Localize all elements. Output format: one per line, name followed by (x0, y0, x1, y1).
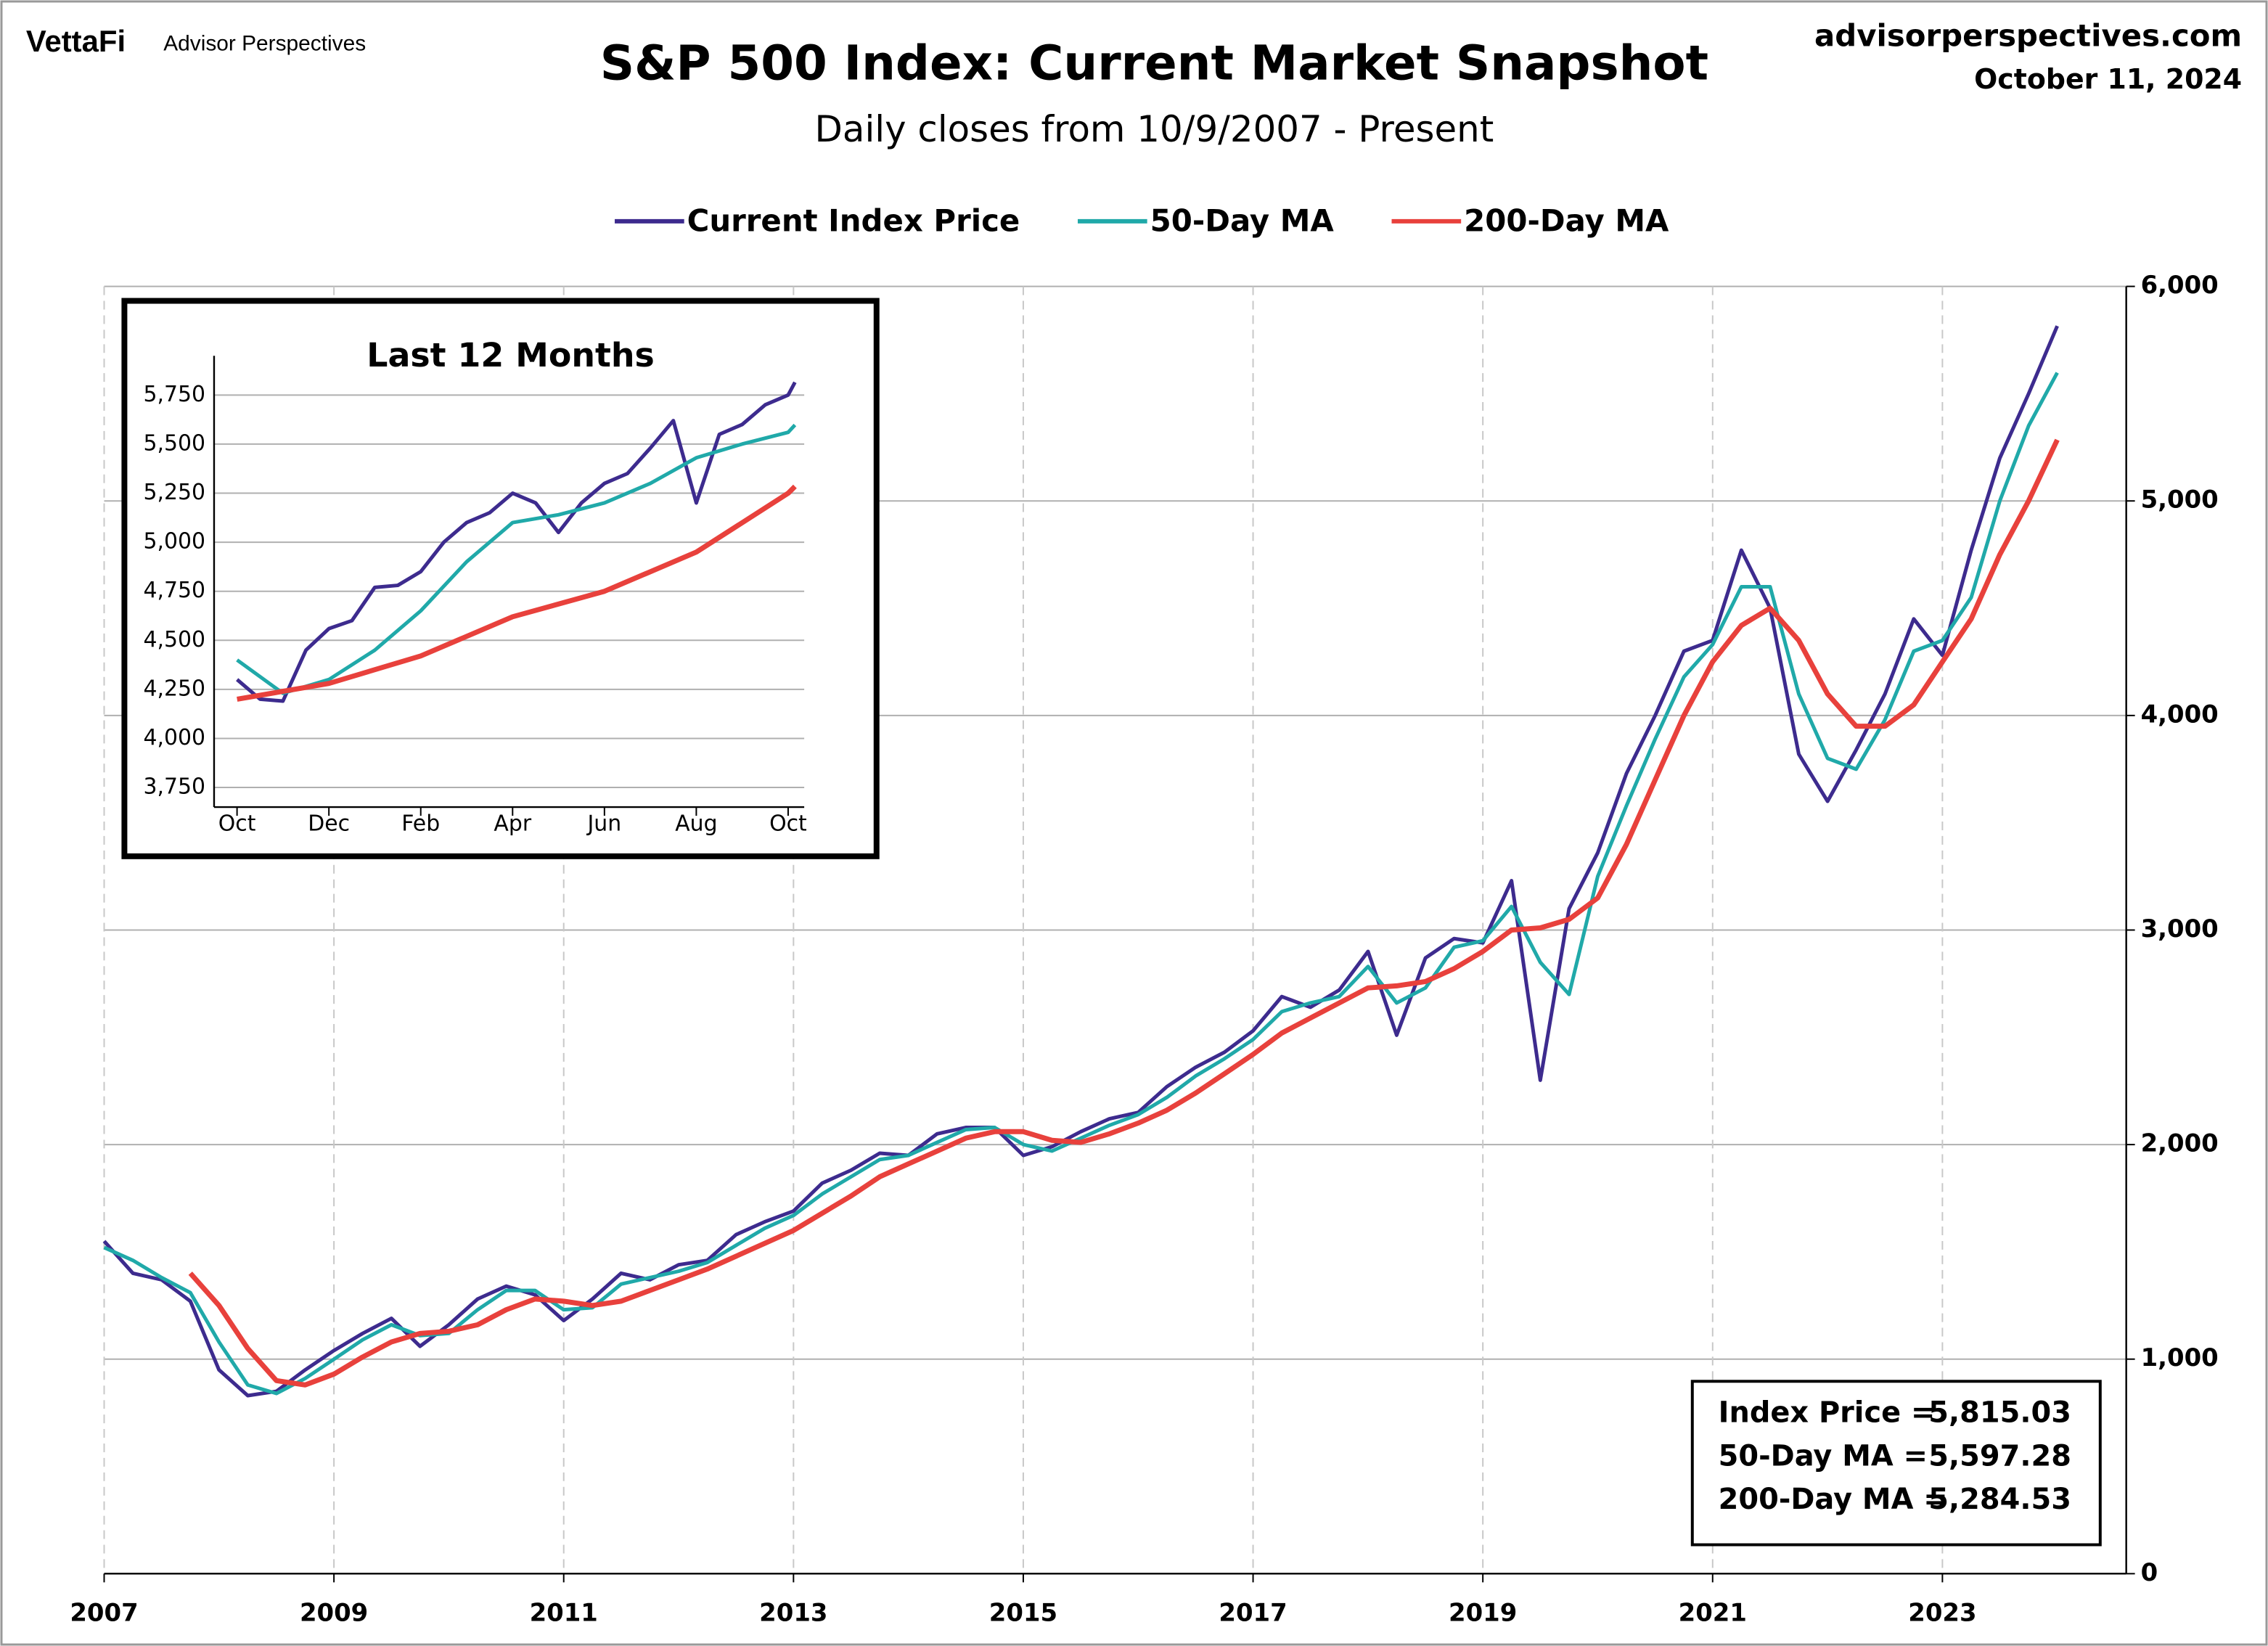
summary-value: 5,815.03 (1928, 1396, 2071, 1430)
x-tick-label: 2007 (70, 1599, 138, 1627)
legend-label: 200-Day MA (1464, 202, 1669, 238)
y-tick-label: 5,500 (143, 430, 205, 456)
y-tick-label: 4,750 (143, 578, 205, 603)
inset-frame (121, 298, 880, 859)
site: advisorperspectives.com (1814, 17, 2242, 53)
inset-title: Last 12 Months (367, 335, 655, 374)
y-tick-label: 1,000 (2141, 1343, 2219, 1372)
series-line (237, 484, 797, 702)
main-plot: 0 1,000 2,000 3,000 4,000 5,000 6,000 2007 2009 2… (70, 271, 2218, 1627)
publisher: Advisor Perspectives (163, 32, 366, 56)
x-tick-label: Jun (586, 811, 621, 836)
legend: Current Index Price 50-Day MA 200-Day MA (615, 202, 1669, 238)
y-tick-label: 4,000 (2141, 700, 2219, 728)
x-tick-label: Dec (308, 811, 350, 836)
x-tick-label: 2017 (1219, 1599, 1287, 1627)
y-tick-label: 4,000 (143, 725, 205, 750)
y-tick-label: 0 (2141, 1558, 2158, 1586)
y-tick-label: 4,500 (143, 627, 205, 652)
y-tick-label: 5,250 (143, 480, 205, 505)
series-line (236, 423, 797, 695)
y-tick-label: 5,000 (2141, 486, 2219, 514)
y-tick-label: 5,000 (143, 529, 205, 554)
y-tick-label: 5,750 (143, 382, 205, 407)
y-tick-label: 3,000 (2141, 914, 2219, 943)
date: October 11, 2024 (1974, 63, 2242, 95)
legend-label: 50-Day MA (1150, 202, 1335, 238)
series-line (102, 325, 2059, 1398)
x-tick-label: Feb (401, 811, 440, 836)
x-tick-label: Apr (494, 811, 531, 836)
series-line (236, 381, 797, 703)
brand: VettaFi (26, 24, 126, 58)
inset-plot: 3,750 4,000 4,250 4,500 4,750 5,000 5,250 5,500… (143, 356, 807, 836)
x-tick-label: 2011 (530, 1599, 598, 1627)
y-tick-label: 3,750 (143, 774, 205, 800)
x-tick-label: 2015 (989, 1599, 1057, 1627)
summary-label: Index Price = (1719, 1396, 1936, 1430)
summary-value: 5,597.28 (1928, 1439, 2071, 1473)
legend-label: Current Index Price (687, 202, 1020, 238)
x-tick-label: 2009 (300, 1599, 368, 1627)
summary-label: 50-Day MA = (1719, 1439, 1928, 1473)
summary-value: 5,284.53 (1928, 1483, 2071, 1516)
x-tick-label: 2023 (1908, 1599, 1976, 1627)
x-tick-label: Aug (675, 811, 717, 836)
x-tick-label: 2019 (1449, 1599, 1517, 1627)
y-tick-label: 2,000 (2141, 1129, 2219, 1158)
chart-title: S&P 500 Index: Current Market Snapshot (600, 36, 1708, 91)
x-tick-label: 2021 (1679, 1599, 1747, 1627)
y-tick-label: 4,250 (143, 676, 205, 701)
chart-subtitle: Daily closes from 10/9/2007 - Present (815, 108, 1494, 150)
summary-label: 200-Day MA = (1719, 1483, 1948, 1516)
y-tick-label: 6,000 (2141, 271, 2219, 299)
x-tick-label: Oct (769, 811, 807, 836)
x-tick-label: Oct (218, 811, 256, 836)
x-tick-label: 2013 (759, 1599, 827, 1627)
summary-box (1690, 1380, 2102, 1547)
series-line (188, 438, 2060, 1388)
